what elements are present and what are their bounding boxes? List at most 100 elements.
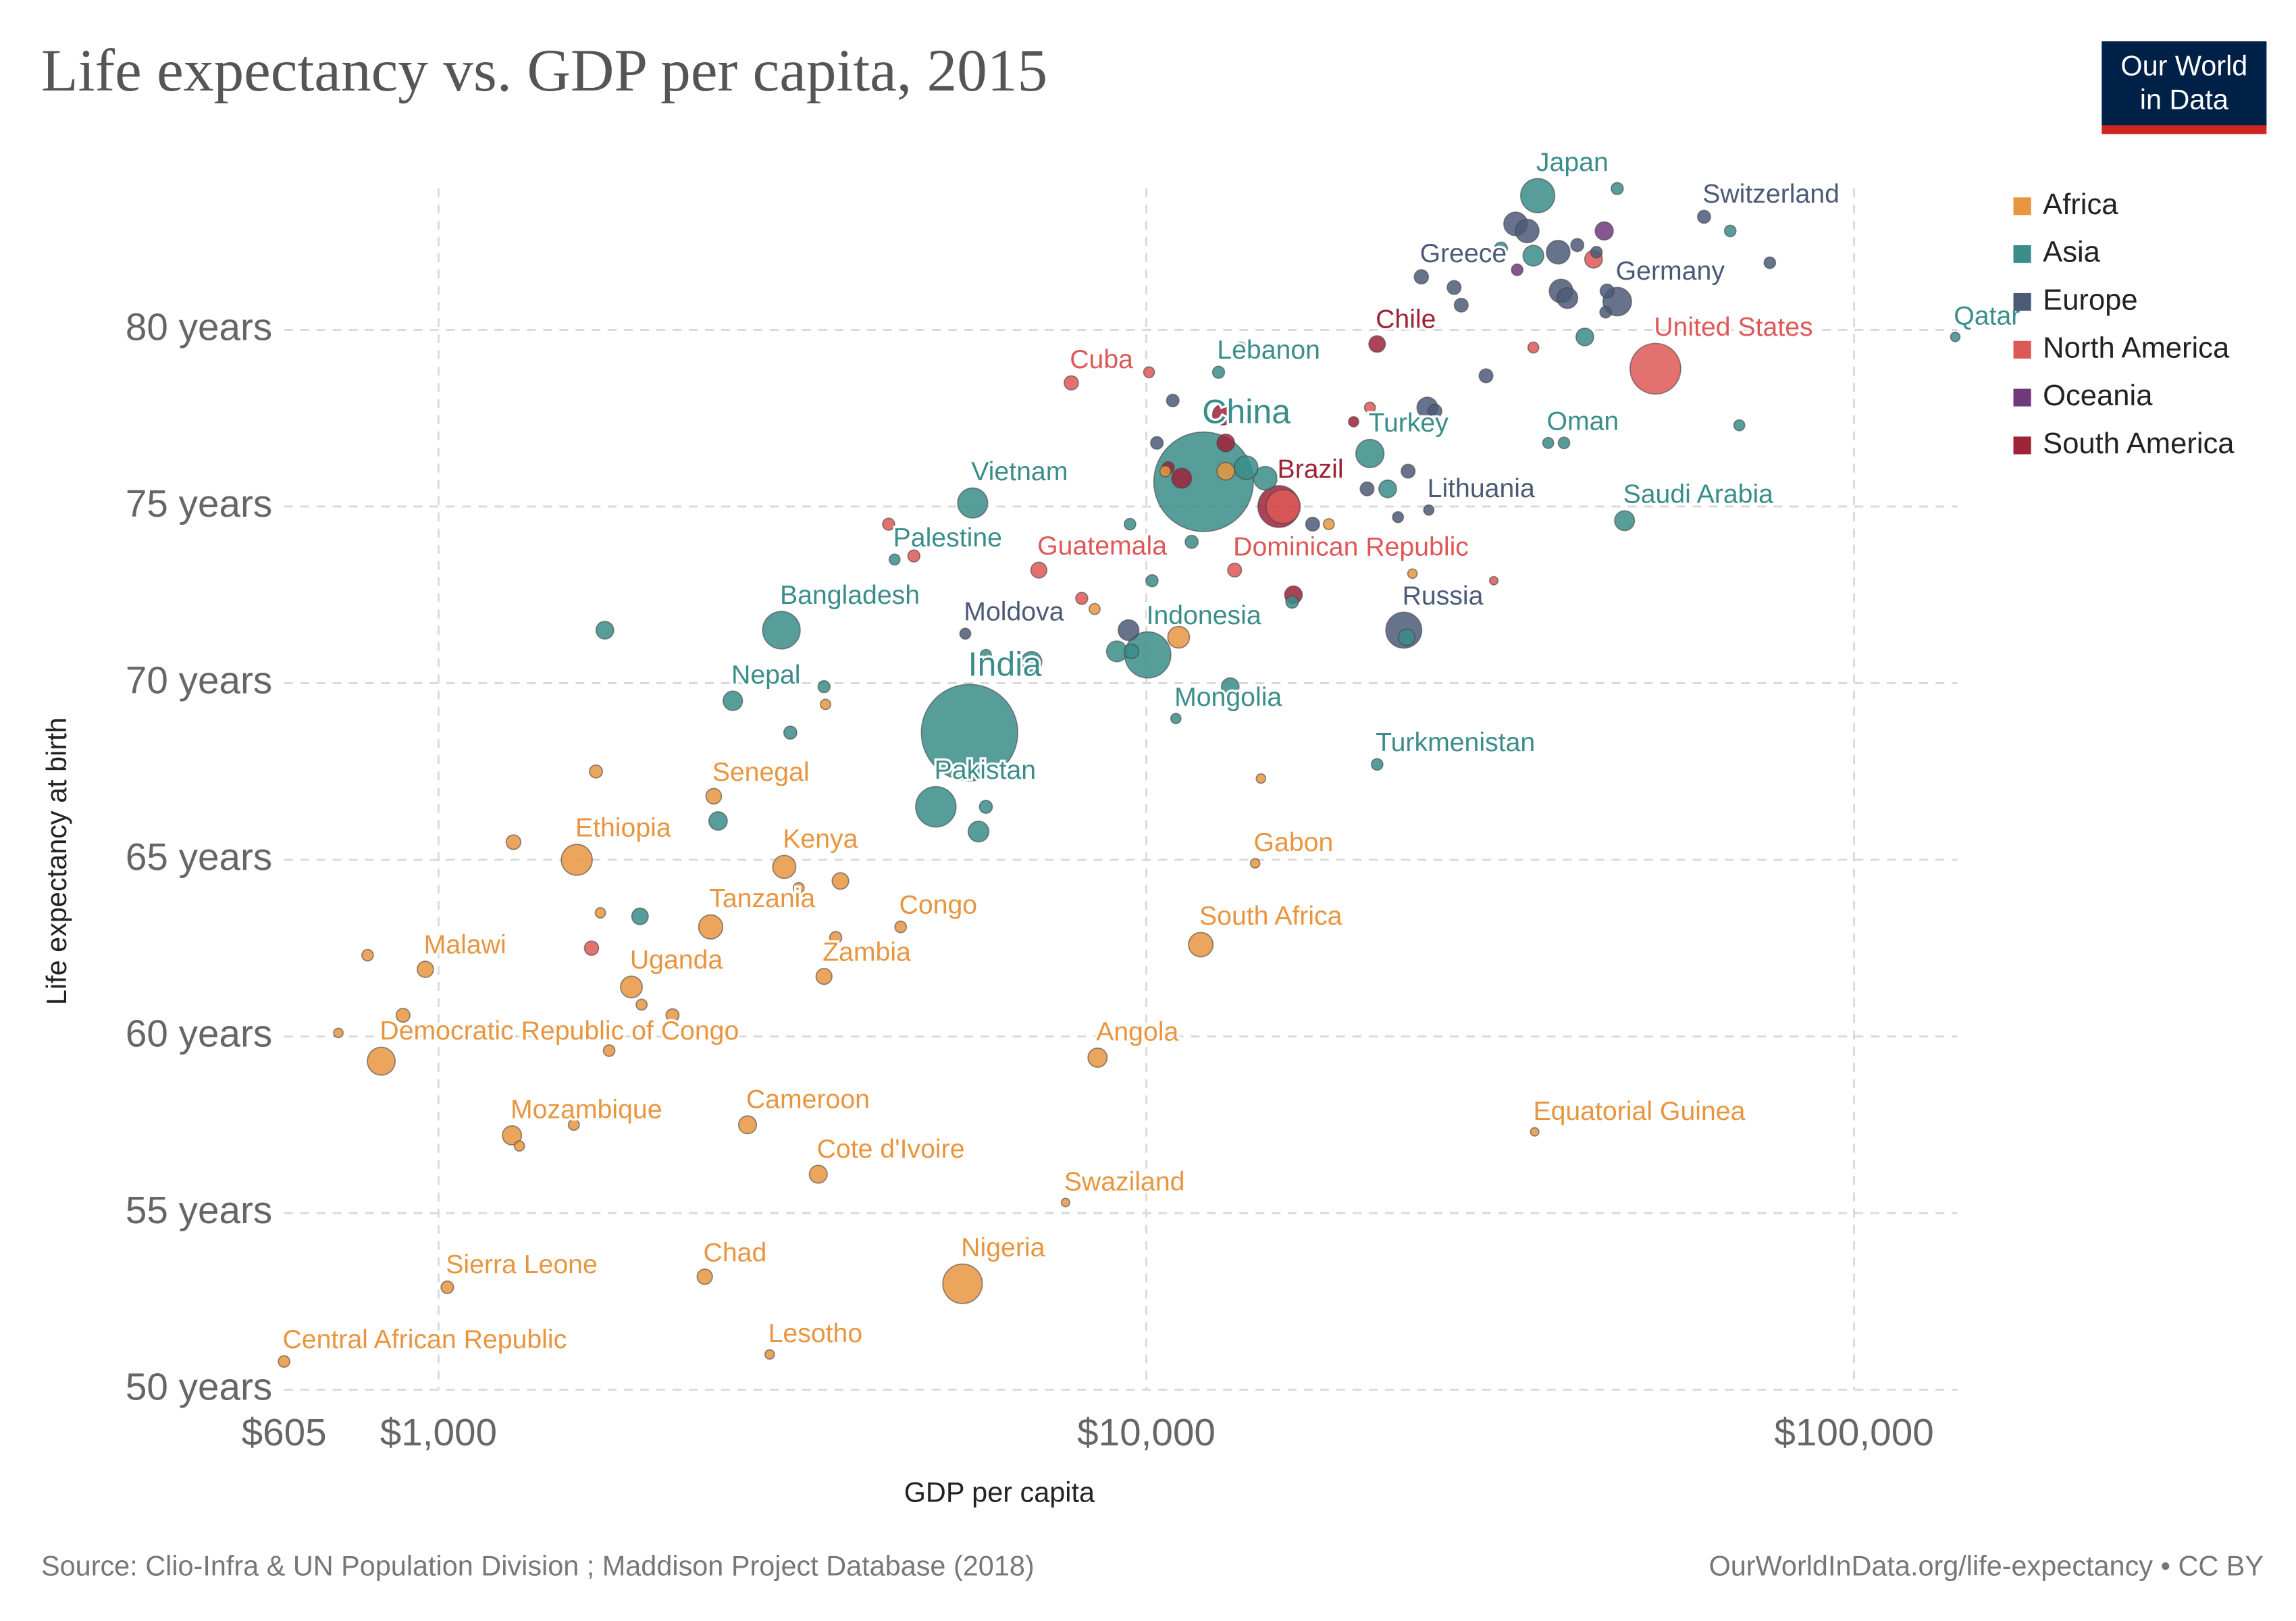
y-tick-label: 65 years: [126, 836, 272, 879]
point-label: Brazil: [1278, 455, 1344, 484]
legend-label: North America: [2043, 332, 2230, 364]
bubble: [1733, 419, 1746, 432]
bubble: [722, 690, 743, 711]
legend-label: Africa: [2043, 188, 2118, 221]
source: Source: Clio-Infra & UN Population Divis…: [41, 1550, 1035, 1581]
bubble: [1305, 517, 1320, 532]
bubble: [1478, 368, 1494, 384]
point-label: Guatemala: [1037, 531, 1167, 561]
bubble: [1087, 1047, 1108, 1068]
bubble: [1184, 534, 1199, 549]
bubble: [920, 684, 1019, 781]
point-label: Bangladesh: [780, 580, 920, 610]
bubble: [1285, 595, 1299, 609]
logo-bar: [2102, 125, 2267, 134]
legend-swatch: [2013, 436, 2031, 455]
bubble: [505, 834, 521, 850]
y-tick-label: 80 years: [126, 306, 272, 349]
bubble: [882, 517, 895, 531]
bubble: [1511, 263, 1524, 276]
bubble: [957, 487, 989, 519]
bubble: [278, 1355, 291, 1368]
x-tick-label: $1,000: [380, 1412, 497, 1454]
bubble: [1060, 1198, 1070, 1208]
bubble: [1519, 178, 1556, 213]
bubble: [820, 698, 831, 711]
bubble: [979, 800, 993, 815]
bubble: [1355, 438, 1385, 469]
point-label: Lithuania: [1428, 473, 1535, 503]
point-label: Kenya: [783, 824, 858, 854]
point-label: Russia: [1403, 581, 1484, 611]
bubble: [1249, 858, 1261, 869]
bubble: [1064, 375, 1079, 391]
bubble: [1494, 241, 1509, 256]
point-label: Greece: [1420, 238, 1507, 268]
point-label: Nigeria: [961, 1233, 1045, 1262]
legend: Africa Asia Europe North America Oceania Sout…: [2013, 188, 2235, 460]
bubble: [1763, 256, 1777, 269]
bubble: [772, 854, 797, 879]
bubble: [1253, 465, 1278, 491]
bubble: [1234, 341, 1247, 354]
plot: [278, 178, 1961, 1368]
legend-label: Asia: [2043, 236, 2101, 269]
point-label: United States: [1654, 312, 1812, 342]
point-label: Saudi Arabia: [1623, 480, 1774, 509]
bubble: [602, 1044, 616, 1057]
bubble: [1166, 393, 1180, 408]
bubble: [1570, 238, 1585, 253]
bubble: [1089, 602, 1101, 615]
bubble: [1322, 518, 1335, 531]
bubble: [967, 820, 990, 843]
bubble: [1075, 592, 1089, 605]
bubble: [1575, 327, 1594, 346]
y-tick-label: 50 years: [126, 1366, 272, 1409]
x-axis-title: GDP per capita: [904, 1476, 1095, 1508]
point-label: Japan: [1536, 147, 1609, 177]
bubble: [1149, 436, 1164, 450]
bubble: [1527, 341, 1540, 354]
bubble: [764, 1349, 775, 1360]
point-label: Swaziland: [1064, 1167, 1185, 1197]
bubble: [1359, 481, 1375, 496]
bubble: [1159, 465, 1172, 478]
bubble: [1614, 510, 1636, 532]
legend-swatch: [2013, 292, 2031, 311]
legend-swatch: [2013, 245, 2031, 263]
legend-swatch: [2013, 388, 2031, 407]
bubble: [1211, 365, 1226, 379]
bubble: [737, 1115, 758, 1135]
point-label: Lebanon: [1217, 335, 1320, 365]
bubble: [1020, 650, 1043, 673]
bubble: [698, 914, 724, 940]
bubble: [1590, 245, 1603, 259]
bubble: [560, 844, 593, 876]
bubble: [1515, 218, 1540, 244]
point-label: Mongolia: [1174, 682, 1282, 712]
bubble: [1611, 182, 1624, 195]
bubble: [1368, 335, 1386, 353]
bubble: [1594, 221, 1614, 241]
point-label: Vietnam: [971, 457, 1068, 486]
bubble: [1488, 575, 1499, 586]
bubble: [1255, 773, 1267, 784]
bubble: [1413, 269, 1430, 285]
point-label: India: [968, 645, 1042, 683]
logo-text: in Data: [2140, 84, 2229, 115]
bubble: [395, 1008, 411, 1023]
point-label: Ethiopia: [575, 813, 671, 843]
bubble: [361, 948, 374, 962]
logo: Our World in Data: [2102, 41, 2267, 134]
bubble: [1546, 239, 1571, 265]
bubble: [1522, 245, 1544, 267]
bubble: [942, 1263, 983, 1304]
point-label: Uganda: [630, 945, 723, 975]
bubble: [894, 921, 908, 933]
bubble: [792, 881, 805, 894]
bubble: [815, 967, 833, 985]
x-tick-label: $605: [242, 1412, 327, 1454]
bubble: [762, 611, 801, 650]
bubble: [831, 872, 850, 890]
